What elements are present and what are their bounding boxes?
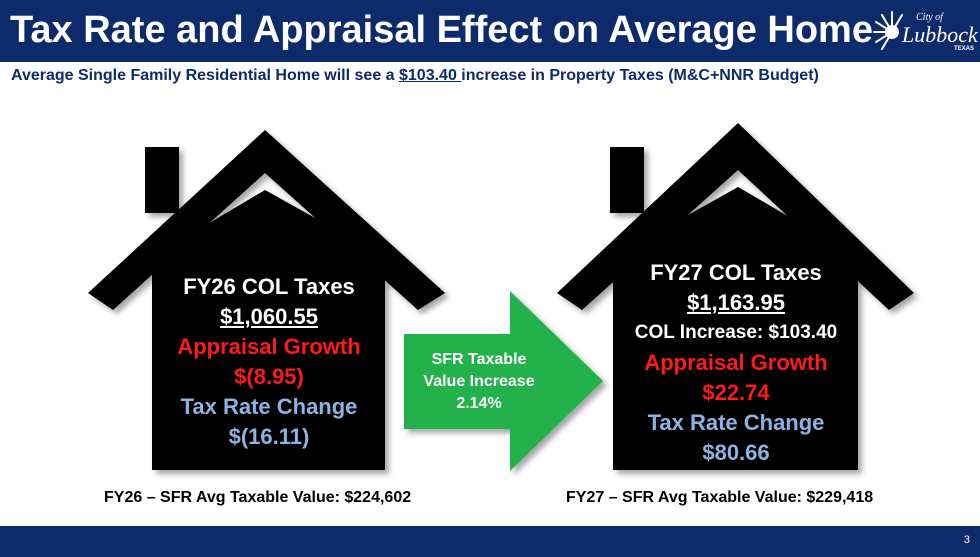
fy26-appraisal-value: $(8.95)	[234, 364, 304, 389]
right-house-icon	[557, 123, 914, 470]
left-house-icon	[88, 130, 445, 470]
fy27-total: $1,163.95	[687, 290, 785, 315]
sun-rays-icon	[873, 11, 903, 50]
fy27-rate-value: $80.66	[702, 440, 770, 465]
logo-texas: TEXAS	[954, 46, 975, 52]
subtitle-after: increase in Property Taxes (M&C+NNR Budg…	[461, 67, 819, 84]
fy26-footnote: FY26 – SFR Avg Taxable Value: $224,602	[104, 489, 412, 506]
city-logo: City of Lubbock TEXAS	[872, 6, 978, 56]
header-bar: Tax Rate and Appraisal Effect on Average…	[0, 0, 980, 62]
fy27-rate-label: Tax Rate Change	[647, 410, 825, 435]
arrow-line-3: 2.14%	[456, 395, 502, 412]
subtitle-before: Average Single Family Residential Home w…	[11, 67, 399, 84]
fy26-total: $1,060.55	[220, 304, 318, 329]
logo-city-of: City of	[916, 12, 943, 23]
logo-lubbock: Lubbock	[902, 22, 978, 47]
slide-title: Tax Rate and Appraisal Effect on Average…	[10, 9, 873, 51]
subtitle-amount: $103.40	[399, 67, 462, 84]
fy27-title: FY27 COL Taxes	[650, 260, 822, 285]
arrow-line-1: SFR Taxable	[431, 351, 527, 368]
fy27-appraisal-value: $22.74	[702, 380, 770, 405]
footer-bar: 3	[0, 526, 980, 557]
subtitle: Average Single Family Residential Home w…	[11, 67, 819, 85]
fy27-col-increase: COL Increase: $103.40	[634, 322, 838, 343]
page-number: 3	[963, 534, 970, 546]
left-house-text: FY26 COL Taxes $1,060.55 Appraisal Growt…	[152, 272, 386, 452]
fy27-appraisal-label: Appraisal Growth	[644, 350, 828, 375]
arrow-line-2: Value Increase	[423, 373, 535, 390]
arrow-right-icon	[404, 291, 603, 471]
fy26-appraisal-label: Appraisal Growth	[177, 334, 361, 359]
arrow-label: SFR Taxable Value Increase 2.14%	[404, 349, 554, 415]
fy26-rate-value: $(16.11)	[228, 424, 310, 449]
fy26-rate-label: Tax Rate Change	[180, 394, 358, 419]
right-house-text: FY27 COL Taxes $1,163.95 COL Increase: $…	[613, 258, 859, 468]
fy26-title: FY26 COL Taxes	[183, 274, 355, 299]
fy27-footnote: FY27 – SFR Avg Taxable Value: $229,418	[566, 489, 874, 506]
